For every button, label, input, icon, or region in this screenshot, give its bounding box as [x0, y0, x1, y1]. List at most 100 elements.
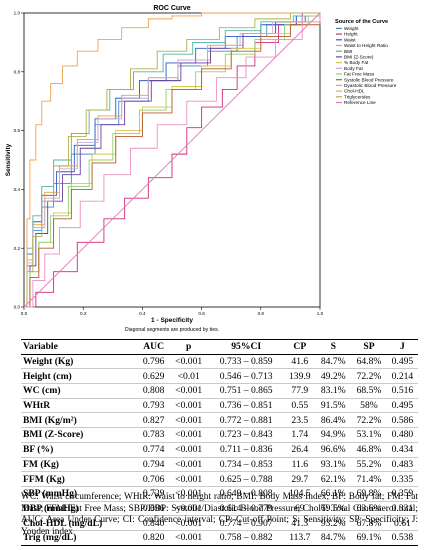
- column-header: Variable: [21, 339, 139, 355]
- y-tick-label: 0.0: [14, 305, 21, 310]
- value-cell: 1.74: [284, 427, 316, 443]
- variable-cell: Trig (mg/dL): [21, 530, 139, 546]
- table-row: BF (%) 0.774 <0.001 0.711 – 0.836 26.4 96.6% 4…: [21, 442, 418, 458]
- value-cell: 93.2%: [315, 515, 352, 531]
- y-tick-label: 1.0: [14, 11, 21, 16]
- value-cell: 0.774: [138, 442, 170, 458]
- value-cell: 0.495: [386, 354, 418, 370]
- x-tick-label: 0.4: [139, 311, 146, 316]
- value-cell: <0.001: [169, 383, 209, 399]
- value-cell: 0.711 – 0.836: [208, 442, 285, 458]
- table-row: Chol-HDL (mg/dL) 0.840 <0.001 0.774 – 0.907…: [21, 515, 418, 531]
- value-cell: 68.5%: [351, 383, 387, 399]
- value-cell: 11.6: [284, 457, 316, 473]
- value-cell: 91.5%: [315, 398, 352, 414]
- value-cell: 26.4: [284, 442, 316, 458]
- variable-cell: BMI (Z-Score): [21, 427, 139, 443]
- value-cell: 84.7%: [315, 530, 352, 546]
- y-tick-label: 0.8: [14, 69, 21, 74]
- value-cell: 0.793: [138, 398, 170, 414]
- value-cell: 0.335: [386, 471, 418, 487]
- table-row: Trig (mg/dL) 0.820 <0.001 0.758 – 0.882 113.…: [21, 530, 418, 546]
- value-cell: <0.001: [169, 457, 209, 473]
- value-cell: <0.001: [169, 442, 209, 458]
- value-cell: <0.001: [169, 501, 209, 517]
- value-cell: 67.8%: [351, 515, 387, 531]
- value-cell: 0.723 – 0.843: [208, 427, 285, 443]
- value-cell: <0.001: [169, 354, 209, 370]
- legend-item-label: Systolic Blood Pressure: [344, 77, 394, 82]
- value-cell: 0.538: [386, 530, 418, 546]
- x-tick-label: 0.6: [198, 311, 205, 316]
- table-row: Height (cm) 0.629 <0.01 0.546 – 0.713 139.9 4…: [21, 368, 418, 385]
- column-header: AUC: [138, 339, 170, 355]
- value-cell: 0.359: [386, 486, 418, 502]
- value-cell: <0.001: [169, 427, 209, 443]
- series-lines: [23, 12, 321, 308]
- value-cell: 72.2%: [351, 368, 387, 385]
- value-cell: 0.625 – 0.788: [208, 471, 285, 487]
- roc-line-triglycerides: [24, 12, 320, 308]
- table-footnote: WC: Waist circumference; WHtR: Waist to …: [21, 492, 418, 537]
- value-cell: 94.9%: [315, 427, 352, 443]
- variable-cell: BF (%): [21, 442, 139, 458]
- y-tick-label: 0.4: [14, 187, 21, 192]
- value-cell: 58%: [351, 398, 387, 414]
- value-cell: 0.629: [138, 368, 170, 385]
- value-cell: 83.1%: [315, 383, 352, 399]
- y-axis-ticks: 0.0 0.2 0.4 0.6 0.8 1.0: [14, 11, 24, 310]
- legend-item-label: Reference Line: [344, 100, 376, 105]
- value-cell: 0.733 – 0.859: [208, 354, 285, 370]
- table-row: BMI (Z-Score) 0.783 <0.001 0.723 – 0.843 1.7…: [21, 427, 418, 443]
- roc-line-bmi-z-score: [24, 13, 321, 308]
- value-cell: 0.820: [138, 530, 170, 546]
- value-cell: 0.331: [386, 501, 418, 517]
- roc-line-body-fat: [24, 13, 321, 308]
- x-tick-label: 0.8: [258, 311, 265, 316]
- value-cell: 63.6%: [351, 501, 387, 517]
- plot-area: [23, 12, 321, 308]
- legend-item-label: Weight: [344, 26, 359, 31]
- value-cell: 0.483: [386, 457, 418, 473]
- value-cell: 29.7: [284, 471, 316, 487]
- value-cell: 0.706: [138, 471, 170, 487]
- y-tick-label: 0.6: [14, 128, 21, 133]
- variable-cell: Height (cm): [21, 368, 139, 385]
- table-row: FM (Kg) 0.794 <0.001 0.734 – 0.853 11.6 93.1%…: [21, 457, 418, 473]
- value-cell: 0.783: [138, 427, 170, 443]
- roc-chart: ROC Curve 0.00.20.40.60.81.0 0.0 0.2 0.4 0.…: [5, 5, 397, 333]
- x-tick-label: 0.2: [80, 311, 87, 316]
- value-cell: 0.696: [138, 501, 170, 517]
- chart-title: ROC Curve: [153, 5, 190, 12]
- variable-cell: BMI (Kg/m²): [21, 412, 139, 429]
- variable-cell: WHtR: [21, 398, 139, 414]
- results-table-container: Variable AUC p 95%CI CP S SP J Weight (Kg) 0.796…: [21, 339, 418, 546]
- value-cell: 113.7: [284, 530, 316, 546]
- table-body: Weight (Kg) 0.796 <0.001 0.733 – 0.859 41.6 8…: [21, 354, 418, 546]
- value-cell: 49.2%: [315, 368, 352, 385]
- legend-title: Source of the Curve: [335, 19, 388, 25]
- legend-item-label: Height: [344, 32, 358, 37]
- value-cell: 41.6: [284, 354, 316, 370]
- variable-cell: FM (Kg): [21, 457, 139, 473]
- value-cell: 23.5: [284, 412, 316, 429]
- x-tick-label: 1.0: [317, 311, 324, 316]
- value-cell: 64.8%: [351, 354, 387, 370]
- value-cell: 69: [284, 501, 316, 517]
- table-row: DBP (mmHg) 0.696 <0.001 0.614 – 0.779 69 69.5…: [21, 501, 418, 517]
- value-cell: <0.001: [169, 530, 209, 546]
- value-cell: 72.2%: [351, 412, 387, 429]
- value-cell: 0.808: [138, 383, 170, 399]
- value-cell: 0.214: [386, 368, 418, 385]
- variable-cell: SBP (mmHg): [21, 486, 139, 502]
- roc-line-systolic-blood-pressure: [24, 13, 321, 308]
- value-cell: 69.8%: [351, 486, 387, 502]
- value-cell: 0.736 – 0.851: [208, 398, 285, 414]
- value-cell: 0.796: [138, 354, 170, 370]
- value-cell: 66.1%: [315, 486, 352, 502]
- value-cell: 0.840: [138, 515, 170, 531]
- table-row: FFM (Kg) 0.706 <0.001 0.625 – 0.788 29.7 62.1…: [21, 471, 418, 487]
- value-cell: 0.772 – 0.881: [208, 412, 285, 429]
- value-cell: 0.55: [284, 398, 316, 414]
- value-cell: 0.480: [386, 427, 418, 443]
